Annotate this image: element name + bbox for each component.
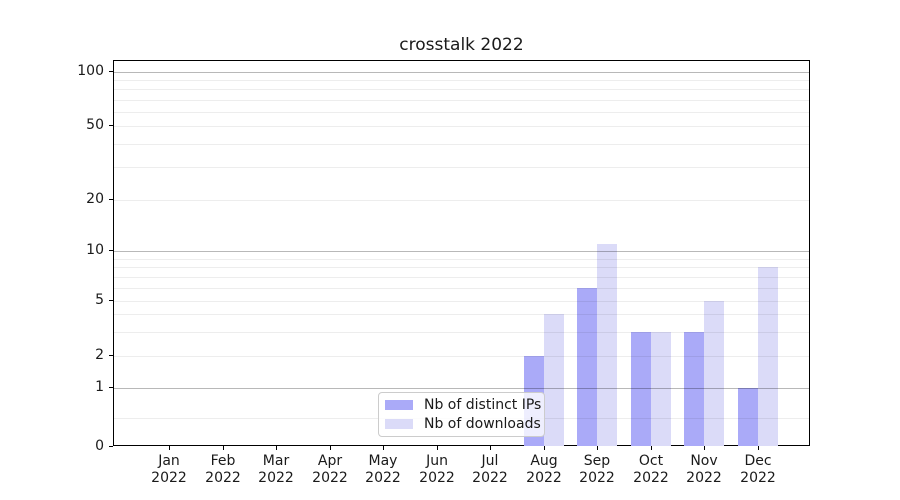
xtick-mark xyxy=(437,446,438,450)
ytick-label: 50 xyxy=(86,117,104,133)
minor-gridline xyxy=(114,356,809,357)
legend-label-downloads: Nb of downloads xyxy=(424,415,541,432)
minor-gridline xyxy=(114,301,809,302)
minor-gridline xyxy=(114,277,809,278)
minor-gridline xyxy=(114,267,809,268)
minor-gridline xyxy=(114,332,809,333)
ytick-label: 20 xyxy=(86,191,104,207)
ytick-mark xyxy=(109,300,113,301)
ytick-label: 10 xyxy=(86,242,104,258)
xtick-mark xyxy=(758,446,759,450)
minor-gridline xyxy=(114,100,809,101)
bar-s0-sep xyxy=(577,288,597,446)
chart-title: crosstalk 2022 xyxy=(399,35,524,55)
ytick-mark xyxy=(109,71,113,72)
bar-s0-nov xyxy=(684,332,704,446)
xtick-label-sep: Sep 2022 xyxy=(579,453,615,486)
xtick-label-apr: Apr 2022 xyxy=(312,453,348,486)
bar-s1-aug xyxy=(544,314,564,446)
minor-gridline xyxy=(114,144,809,145)
xtick-label-jan: Jan 2022 xyxy=(151,453,187,486)
ytick-label: 1 xyxy=(95,379,104,395)
major-gridline xyxy=(114,251,809,252)
ytick-label: 100 xyxy=(77,63,104,79)
xtick-label-dec: Dec 2022 xyxy=(740,453,776,486)
xtick-label-jul: Jul 2022 xyxy=(472,453,508,486)
distinct-ips-swatch-icon xyxy=(385,400,413,411)
plot-area: Nb of distinct IPs Nb of downloads xyxy=(113,60,810,446)
ytick-mark xyxy=(109,199,113,200)
xtick-label-jun: Jun 2022 xyxy=(419,453,455,486)
xtick-label-nov: Nov 2022 xyxy=(686,453,722,486)
xtick-mark xyxy=(651,446,652,450)
xtick-mark xyxy=(597,446,598,450)
xtick-mark xyxy=(383,446,384,450)
bar-s0-dec xyxy=(738,388,758,446)
ytick-label: 2 xyxy=(95,347,104,363)
legend-row-distinct-ips: Nb of distinct IPs xyxy=(385,397,542,414)
xtick-mark xyxy=(223,446,224,450)
ytick-mark xyxy=(109,125,113,126)
ytick-mark xyxy=(109,387,113,388)
minor-gridline xyxy=(114,314,809,315)
ytick-label: 5 xyxy=(95,292,104,308)
minor-gridline xyxy=(114,167,809,168)
xtick-mark xyxy=(490,446,491,450)
xtick-mark xyxy=(704,446,705,450)
xtick-label-aug: Aug 2022 xyxy=(526,453,562,486)
ytick-mark xyxy=(109,355,113,356)
bar-s1-oct xyxy=(651,332,671,446)
legend-row-downloads: Nb of downloads xyxy=(385,415,541,432)
minor-gridline xyxy=(114,259,809,260)
minor-gridline xyxy=(114,288,809,289)
ytick-mark xyxy=(109,250,113,251)
xtick-mark xyxy=(544,446,545,450)
legend: Nb of distinct IPs Nb of downloads xyxy=(378,392,545,437)
xtick-mark xyxy=(169,446,170,450)
xtick-label-mar: Mar 2022 xyxy=(258,453,294,486)
bar-s1-sep xyxy=(597,244,617,446)
xtick-label-may: May 2022 xyxy=(365,453,401,486)
bar-s0-oct xyxy=(631,332,651,446)
minor-gridline xyxy=(114,89,809,90)
bar-s1-nov xyxy=(704,301,724,446)
downloads-swatch-icon xyxy=(385,418,413,429)
major-gridline xyxy=(114,72,809,73)
minor-gridline xyxy=(114,200,809,201)
minor-gridline xyxy=(114,80,809,81)
ytick-mark xyxy=(109,446,113,447)
bar-s1-dec xyxy=(758,267,778,446)
ytick-label: 0 xyxy=(95,438,104,454)
xtick-mark xyxy=(330,446,331,450)
minor-gridline xyxy=(114,126,809,127)
xtick-label-feb: Feb 2022 xyxy=(205,453,241,486)
minor-gridline xyxy=(114,112,809,113)
xtick-mark xyxy=(276,446,277,450)
xtick-label-oct: Oct 2022 xyxy=(633,453,669,486)
major-gridline xyxy=(114,388,809,389)
legend-label-distinct-ips: Nb of distinct IPs xyxy=(424,397,542,414)
